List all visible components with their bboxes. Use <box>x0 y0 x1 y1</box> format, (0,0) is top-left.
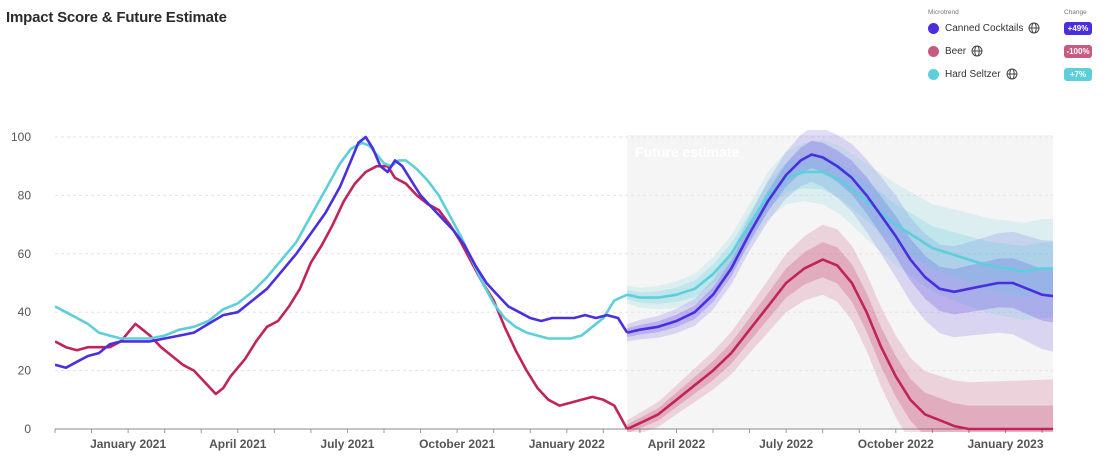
gridlines <box>55 136 1053 430</box>
beer-inner-band <box>627 242 1053 432</box>
legend-item-canned-cocktails[interactable]: Canned Cocktails <box>928 20 1040 36</box>
legend-item-hard-seltzer[interactable]: Hard Seltzer <box>928 66 1018 82</box>
legend-header: Microtrend <box>928 9 959 16</box>
x-tick-label: July 2022 <box>759 437 813 451</box>
chart-title: Impact Score & Future Estimate <box>6 9 227 26</box>
hard-seltzer-inner-band <box>627 154 1053 304</box>
x-tick-label: April 2022 <box>648 437 706 451</box>
x-tick-label: October 2022 <box>858 437 934 451</box>
beer-forecast-line <box>626 258 1053 431</box>
y-tick-label: 80 <box>18 188 32 202</box>
forecast-bands <box>627 130 1053 432</box>
canned-cocktails-inner-band <box>627 140 1053 337</box>
canned-cocktails-history-line <box>55 135 629 369</box>
x-tick-label: January 2023 <box>967 437 1043 451</box>
future-estimate-label: Future estimate <box>635 144 739 160</box>
canned-cocktails-outer-band <box>627 130 1053 352</box>
change-badge: +49% <box>1064 22 1092 35</box>
series-lines <box>55 135 1053 431</box>
globe-icon[interactable] <box>1028 22 1040 34</box>
legend-dot <box>928 68 939 80</box>
legend-label: Canned Cocktails <box>945 22 1024 34</box>
hard-seltzer-outer-band <box>627 139 1053 320</box>
future-estimate-region <box>627 135 1053 429</box>
globe-icon[interactable] <box>1006 68 1018 80</box>
globe-icon[interactable] <box>971 45 983 57</box>
x-tick-label: April 2021 <box>209 437 267 451</box>
legend-dot <box>928 22 939 34</box>
hard-seltzer-history-line <box>55 141 628 340</box>
x-tick-label: January 2022 <box>529 437 605 451</box>
change-badge: -100% <box>1064 45 1092 58</box>
y-tick-label: 20 <box>18 364 32 378</box>
legend-dot <box>928 45 939 57</box>
beer-outer-band <box>627 224 1053 432</box>
hard-seltzer-forecast-line <box>626 170 1053 299</box>
x-tick-label: October 2021 <box>419 437 495 451</box>
canned-cocktails-forecast-line <box>626 153 1053 334</box>
change-header: Change <box>1064 9 1087 16</box>
legend-item-beer[interactable]: Beer <box>928 43 983 59</box>
legend-label: Beer <box>945 45 967 57</box>
y-tick-label: 100 <box>11 130 31 144</box>
change-badge: +7% <box>1064 68 1092 81</box>
x-tick-label: January 2021 <box>90 437 166 451</box>
y-tick-label: 60 <box>18 247 32 261</box>
y-tick-label: 0 <box>24 422 31 436</box>
legend-label: Hard Seltzer <box>945 68 1001 80</box>
y-tick-label: 40 <box>18 305 32 319</box>
y-axis: 0 20 40 60 80 100 <box>11 130 31 436</box>
x-tick-label: July 2021 <box>320 437 374 451</box>
x-axis: January 2021 April 2021 July 2021 October 2… <box>54 429 1044 451</box>
beer-history-line <box>55 164 629 430</box>
